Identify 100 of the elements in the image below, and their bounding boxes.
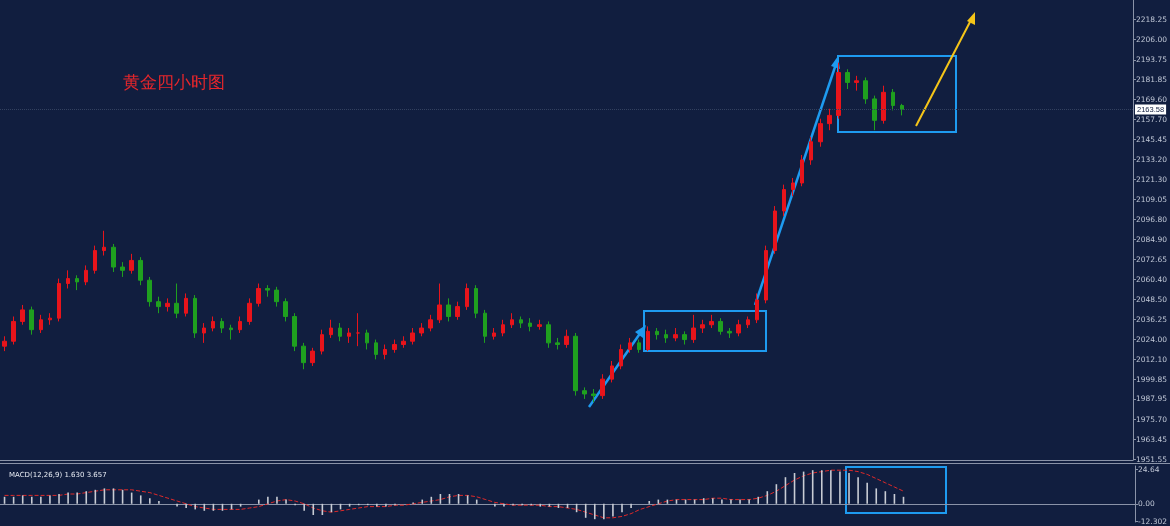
candlestick	[736, 319, 741, 337]
candlestick	[274, 286, 279, 308]
candlestick	[66, 269, 70, 289]
candlestick	[582, 386, 587, 400]
candlestick	[637, 339, 641, 354]
candlestick	[845, 68, 850, 90]
candlestick	[138, 256, 143, 286]
candlestick	[610, 360, 614, 383]
candlestick	[555, 337, 560, 350]
candlestick	[782, 184, 786, 217]
candlestick	[600, 373, 605, 400]
candlestick	[872, 95, 877, 131]
candlestick	[528, 317, 532, 332]
candlestick	[419, 322, 424, 337]
candlestick	[537, 319, 542, 331]
candlestick	[57, 278, 61, 322]
candlestick	[29, 306, 34, 336]
text: 黄金四小时图	[123, 71, 225, 92]
candlestick	[474, 284, 478, 319]
candlestick	[93, 245, 97, 275]
candlestick	[510, 312, 514, 329]
candlestick	[655, 327, 659, 341]
candlestick	[320, 329, 324, 355]
candlestick	[591, 388, 596, 403]
candlestick	[827, 108, 832, 131]
candlestick	[356, 312, 360, 347]
candlestick	[437, 283, 442, 324]
candlestick	[401, 335, 406, 349]
candlestick	[392, 339, 397, 354]
candlestick	[11, 315, 16, 346]
candlestick	[573, 332, 578, 397]
candlestick	[247, 297, 252, 326]
candlestick	[546, 320, 551, 349]
candlestick	[165, 297, 170, 313]
candlestick	[410, 327, 415, 346]
candlestick	[854, 75, 859, 92]
candlestick	[75, 274, 79, 291]
candlestick	[202, 322, 206, 344]
line-series	[4, 469, 904, 519]
candlestick	[283, 297, 288, 322]
candlestick	[881, 85, 886, 125]
candlestick	[184, 292, 188, 317]
candlestick	[120, 261, 125, 278]
candlestick	[809, 136, 813, 166]
candlestick	[764, 245, 768, 304]
candlestick	[347, 327, 351, 344]
candlestick	[220, 317, 224, 334]
candlestick	[265, 284, 270, 298]
candlestick	[20, 304, 25, 326]
candlestick	[338, 322, 342, 342]
candlestick	[2, 335, 7, 352]
candlestick	[682, 330, 687, 346]
candlestick	[746, 315, 750, 329]
candlestick	[465, 283, 469, 311]
candlestick	[193, 294, 197, 339]
candlestick	[891, 88, 895, 111]
candlestick	[174, 283, 179, 319]
candlestick	[111, 243, 116, 273]
candlestick	[301, 342, 306, 370]
candlestick	[836, 62, 841, 120]
candlestick	[102, 230, 106, 256]
candlestick	[84, 264, 88, 286]
candlestick	[818, 118, 823, 148]
candlestick	[727, 327, 732, 339]
candlestick	[292, 312, 297, 352]
candlestick	[700, 319, 705, 334]
candlestick	[129, 253, 134, 275]
candlestick	[709, 314, 714, 329]
candlestick	[483, 309, 487, 344]
candlestick	[755, 292, 759, 324]
candlestick	[256, 283, 261, 308]
candlestick	[365, 329, 369, 350]
candlestick	[628, 337, 632, 354]
candlestick	[238, 315, 242, 334]
candlestick	[310, 347, 315, 367]
candlestick	[718, 317, 723, 336]
candlestick	[492, 327, 496, 341]
candlestick	[664, 329, 668, 344]
candlestick	[428, 314, 433, 332]
candlestick	[863, 76, 868, 105]
candlestick	[383, 344, 387, 360]
candlestick	[446, 297, 451, 322]
candlestick	[673, 327, 678, 342]
candlestick	[773, 205, 777, 255]
candlestick	[374, 339, 378, 360]
candlestick	[900, 103, 904, 116]
candlestick	[501, 319, 505, 337]
candlestick	[691, 314, 696, 344]
candlestick	[329, 319, 333, 339]
candlestick	[229, 324, 233, 341]
candlestick	[48, 312, 52, 326]
candlestick	[519, 315, 523, 329]
candlestick	[156, 296, 161, 314]
candlestick	[147, 276, 152, 308]
candlestick	[619, 344, 623, 370]
candlestick	[211, 315, 215, 332]
candlestick	[39, 314, 43, 334]
candlestick	[564, 329, 569, 349]
candlestick	[646, 325, 650, 352]
candlestick	[455, 301, 460, 321]
